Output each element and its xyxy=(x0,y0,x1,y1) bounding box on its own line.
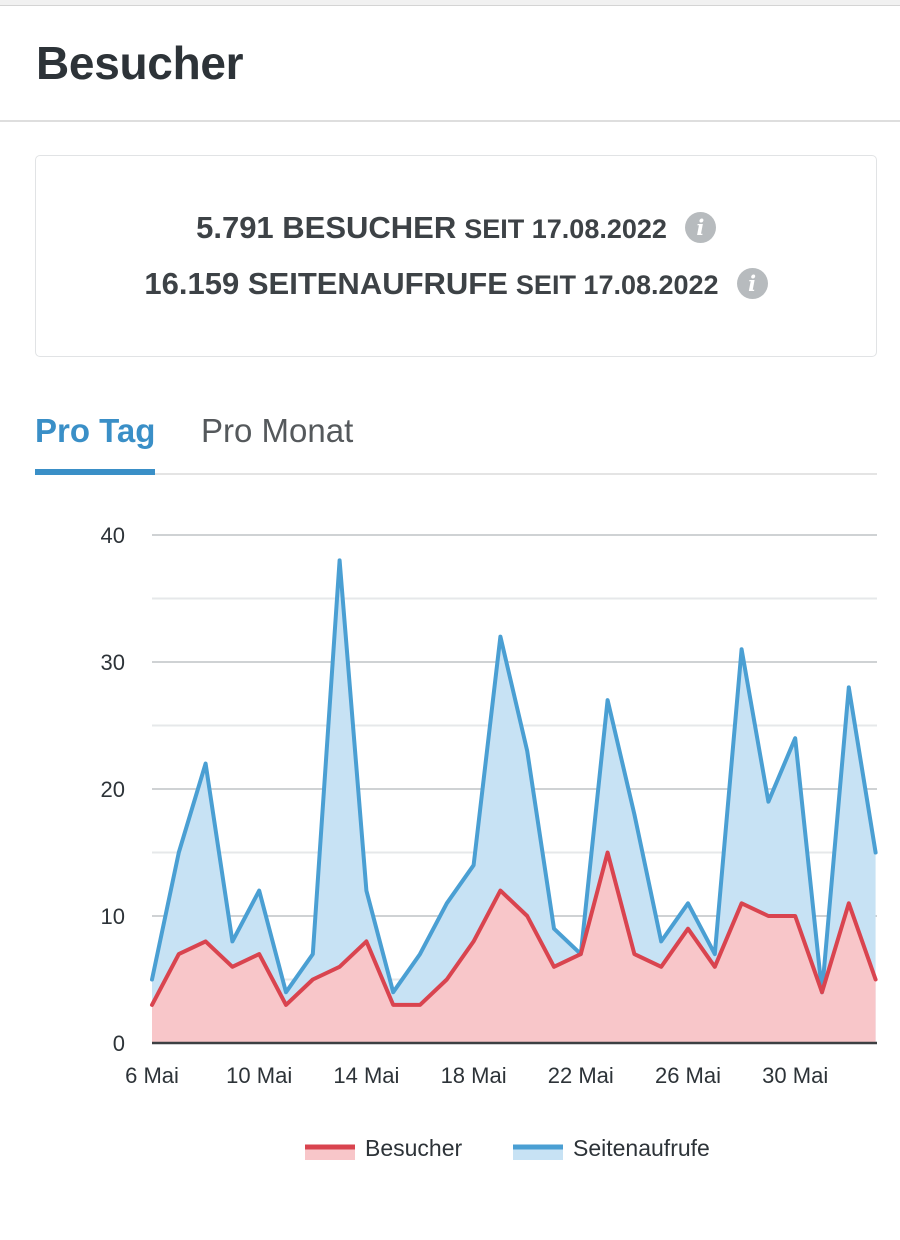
top-edge xyxy=(0,0,900,6)
legend-seitenaufrufe-label: Seitenaufrufe xyxy=(573,1135,710,1161)
visitors-count: 5.791 BESUCHER xyxy=(196,210,457,245)
legend-besucher-label: Besucher xyxy=(365,1135,463,1161)
x-tick-label: 30 Mai xyxy=(762,1063,828,1088)
tabs-divider xyxy=(35,473,877,475)
series-line-besucher xyxy=(150,850,878,1007)
x-tick-label: 18 Mai xyxy=(441,1063,507,1088)
visitors-info-icon[interactable]: i xyxy=(684,212,716,243)
y-tick-label: 0 xyxy=(113,1031,125,1056)
x-tick-label: 6 Mai xyxy=(125,1063,179,1088)
daily-chart: 0 10 20 30 40 6 Mai 10 Mai 14 Mai 18 Mai 22 Mai 26… xyxy=(0,500,900,1200)
x-tick-label: 26 Mai xyxy=(655,1063,721,1088)
tab-pro-tag[interactable]: Pro Tag xyxy=(35,412,156,449)
y-tick-label: 20 xyxy=(101,777,125,802)
x-tick-label: 22 Mai xyxy=(548,1063,614,1088)
pageviews-stat: 16.159 SEITENAUFRUFE SEIT 17.08.2022 i xyxy=(36,266,876,302)
visitors-stat: 5.791 BESUCHER SEIT 17.08.2022 i xyxy=(36,210,876,246)
y-tick-label: 10 xyxy=(101,904,125,929)
active-tab-indicator xyxy=(35,469,155,475)
x-tick-label: 10 Mai xyxy=(226,1063,292,1088)
page-title: Besucher xyxy=(36,37,244,89)
pageviews-info-icon[interactable]: i xyxy=(736,268,768,299)
series-line-seitenaufrufe xyxy=(150,558,878,995)
series-area-besucher xyxy=(152,852,876,1043)
visitors-since: SEIT 17.08.2022 xyxy=(464,214,667,244)
page-header: Besucher xyxy=(0,6,900,122)
y-tick-label: 40 xyxy=(101,523,125,548)
pageviews-count: 16.159 SEITENAUFRUFE xyxy=(144,266,508,301)
stats-card: 5.791 BESUCHER SEIT 17.08.2022 i 16.159 SE… xyxy=(35,155,877,357)
period-tabs: Pro Tag Pro Monat xyxy=(35,400,877,476)
chart-svg: 0 10 20 30 40 6 Mai 10 Mai 14 Mai 18 Mai 22 Mai 26… xyxy=(101,523,878,1161)
y-tick-label: 30 xyxy=(101,650,125,675)
tab-pro-monat[interactable]: Pro Monat xyxy=(201,412,354,449)
pageviews-since: SEIT 17.08.2022 xyxy=(515,270,719,300)
x-tick-label: 14 Mai xyxy=(333,1063,399,1088)
